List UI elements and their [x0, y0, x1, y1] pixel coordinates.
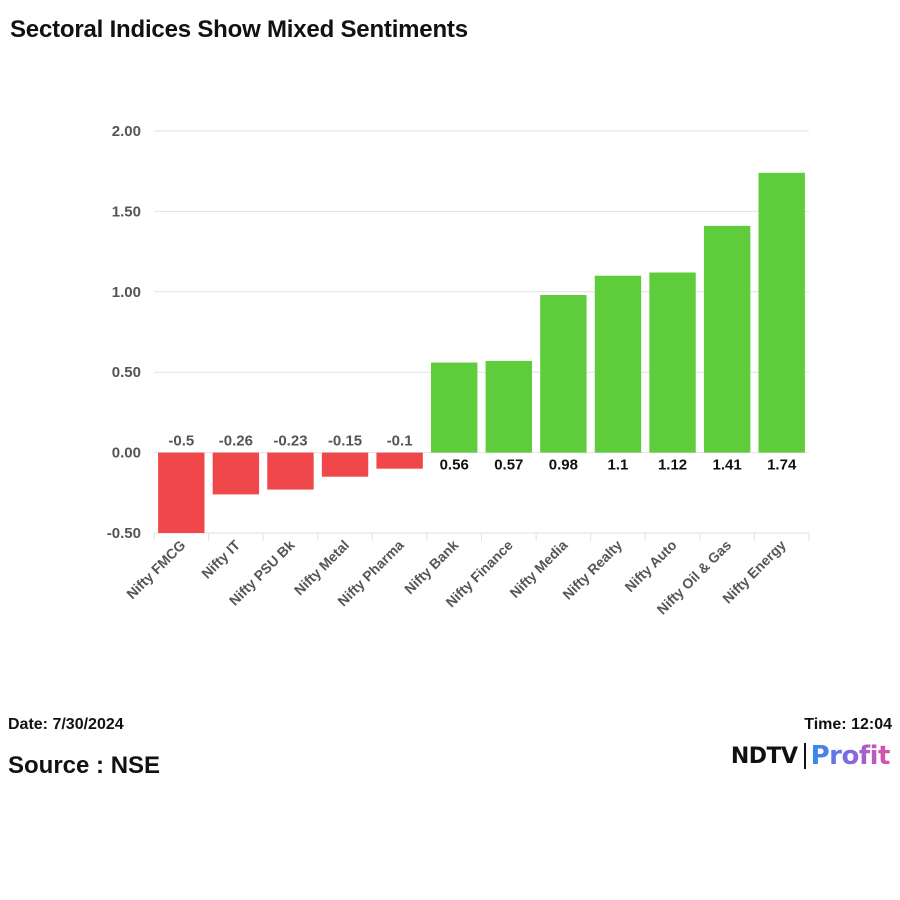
bar: [758, 172, 805, 453]
data-label: -0.23: [273, 433, 307, 450]
data-label: -0.26: [219, 433, 253, 450]
bar: [431, 362, 478, 453]
source-label: Source : NSE: [8, 752, 161, 779]
bar: [267, 452, 314, 490]
data-label: -0.15: [328, 433, 362, 450]
bar: [158, 452, 205, 533]
bar: [321, 452, 369, 477]
data-label: 0.98: [549, 457, 578, 474]
y-tick-label: 0.50: [112, 364, 141, 381]
time-label: Time: 12:04: [804, 716, 892, 733]
date-label: Date: 7/30/2024: [8, 716, 124, 733]
y-tick-label: 1.00: [112, 284, 141, 301]
y-tick-label: 0.00: [112, 445, 141, 462]
data-label: 1.12: [658, 457, 687, 474]
bar: [594, 275, 642, 453]
x-tick-label: Nifty FMCG: [123, 537, 188, 602]
bar: [212, 452, 260, 495]
logo-divider: [803, 743, 806, 769]
data-label: 1.1: [608, 457, 629, 474]
x-tick-label: Nifty Auto: [621, 537, 679, 595]
y-tick-label: -0.50: [107, 525, 141, 542]
y-tick-label: 2.00: [112, 123, 141, 140]
ndtv-profit-logo: NDTV Profit: [730, 740, 891, 772]
x-tick-label: Nifty IT: [198, 536, 243, 581]
bar: [540, 295, 587, 453]
bar: [703, 225, 751, 453]
x-tick-label: Nifty Realty: [559, 537, 625, 603]
data-label: -0.5: [168, 433, 194, 450]
bar-chart: -0.50 0.00 0.50 1.00 1.50 2.00 -0.5 Nifty FMCG -…: [107, 123, 810, 617]
data-label: 0.57: [494, 457, 523, 474]
y-tick-label: 1.50: [112, 203, 141, 220]
logo-profit-text: Profit: [810, 741, 891, 771]
bar: [485, 360, 532, 453]
bar: [376, 452, 423, 469]
chart-title: Sectoral Indices Show Mixed Sentiments: [10, 16, 468, 43]
data-label: 1.74: [767, 457, 797, 474]
data-label: 1.41: [713, 457, 742, 474]
data-label: 0.56: [440, 457, 469, 474]
data-label: -0.1: [387, 433, 413, 450]
bar: [649, 272, 696, 453]
logo-ndtv-text: NDTV: [730, 743, 798, 769]
